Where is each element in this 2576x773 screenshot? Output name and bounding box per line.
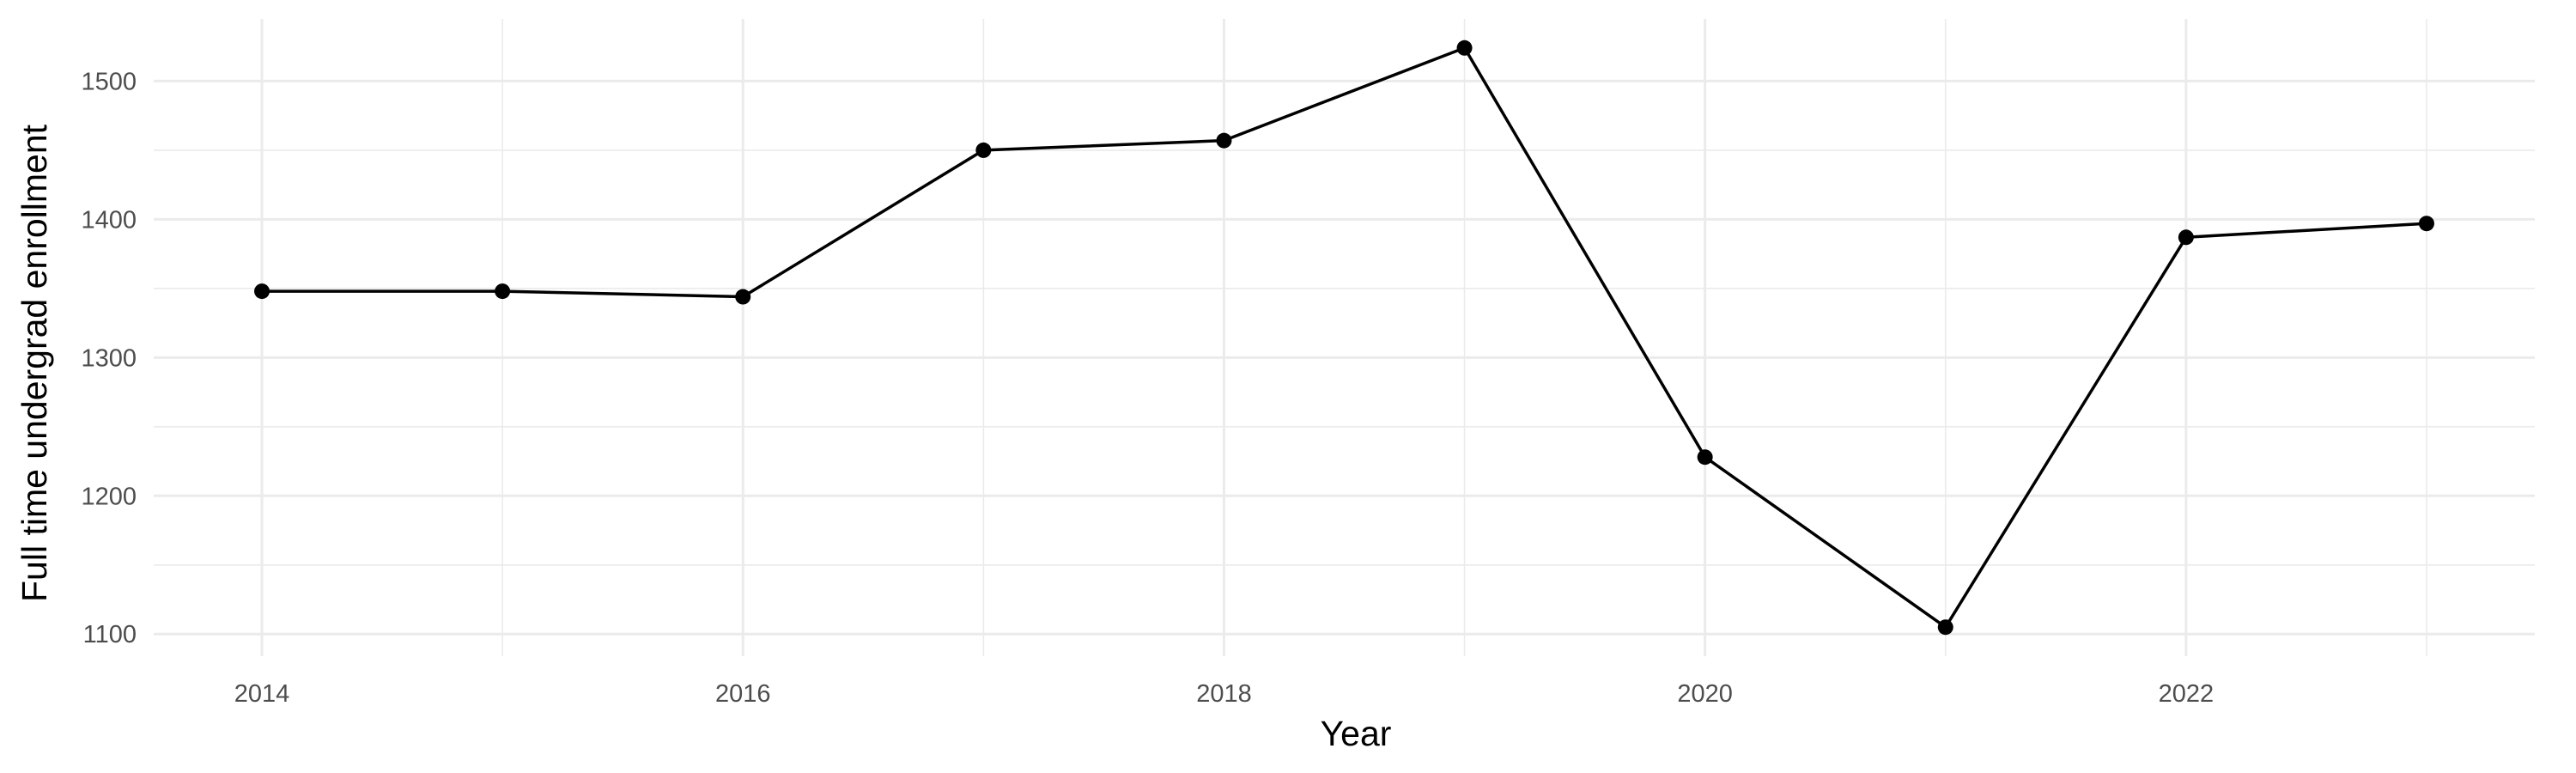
y-tick-label: 1300	[81, 344, 137, 372]
y-tick-label: 1400	[81, 206, 137, 234]
x-tick-label: 2016	[715, 680, 771, 708]
y-tick-label: 1500	[81, 68, 137, 95]
data-point	[495, 283, 511, 300]
x-tick-label: 2020	[1677, 680, 1733, 708]
x-axis-ticks: 2014 2016 2018 2020 2022	[234, 680, 2214, 708]
grid-layer	[154, 19, 2535, 656]
series-layer	[260, 46, 2428, 629]
data-point	[254, 283, 270, 300]
x-tick-label: 2022	[2159, 680, 2215, 708]
y-tick-label: 1100	[83, 621, 137, 648]
data-point	[1697, 449, 1713, 466]
x-tick-label: 2018	[1196, 680, 1252, 708]
data-point	[2418, 216, 2434, 232]
data-point	[1456, 40, 1473, 56]
x-axis-title: Year	[1321, 714, 1392, 753]
y-axis-ticks: 1100 1200 1300 1400 1500	[81, 68, 137, 648]
data-point	[735, 289, 751, 305]
data-point	[975, 142, 992, 158]
points-layer	[254, 40, 2434, 636]
y-tick-label: 1200	[81, 483, 137, 510]
series-line	[260, 46, 2428, 629]
x-tick-label: 2014	[234, 680, 290, 708]
data-point	[2178, 229, 2194, 246]
data-point	[1216, 132, 1232, 149]
data-point	[1937, 619, 1953, 636]
y-axis-title: Full time undergrad enrollment	[15, 124, 54, 602]
